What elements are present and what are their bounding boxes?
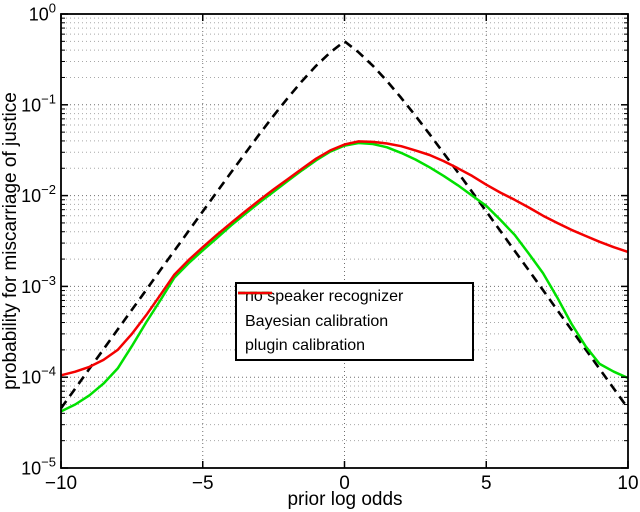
legend-label: Bayesian calibration [245, 312, 389, 330]
y-tick-label: 10−4 [21, 364, 56, 388]
y-axis-title: probability for miscarriage of justice [0, 92, 21, 390]
legend: no speaker recognizer Bayesian calibrati… [235, 282, 474, 361]
legend-item-plugin-calibration: plugin calibration [238, 291, 472, 359]
y-tick-label: 100 [29, 1, 56, 25]
series-curve-no-speaker-recognizer [59, 40, 630, 410]
red-line-icon [238, 291, 272, 295]
legend-item-no-speaker-recognizer: no speaker recognizer [238, 285, 472, 310]
y-tick-label: 10−1 [21, 91, 56, 115]
y-tick-label: 10−5 [21, 455, 56, 479]
x-tick-label: 5 [481, 473, 492, 494]
legend-label: plugin calibration [245, 337, 366, 355]
grid-major [62, 15, 627, 467]
x-tick-label: 10 [617, 473, 638, 494]
y-tick-label: 10−2 [21, 182, 56, 206]
x-tick-label: −5 [192, 473, 214, 494]
x-tick-label: 0 [339, 473, 350, 494]
legend-item-bayesian-calibration: Bayesian calibration [238, 291, 472, 335]
x-axis-title: prior log odds [287, 489, 403, 510]
series-curve-plugin-calibration [60, 140, 629, 377]
tick-marks [60, 13, 629, 469]
y-tick-label: 10−3 [21, 273, 56, 297]
legend-label: no speaker recognizer [245, 288, 404, 306]
x-tick-label: −10 [45, 473, 77, 494]
